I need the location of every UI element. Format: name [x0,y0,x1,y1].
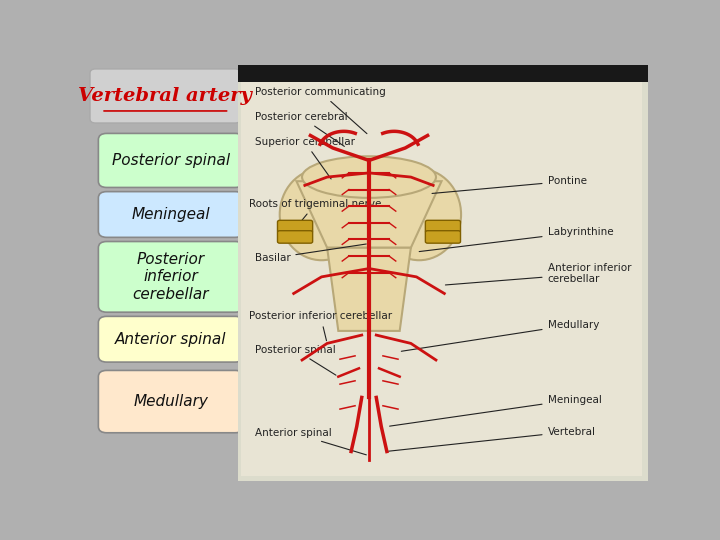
Text: Anterior inferior
cerebellar: Anterior inferior cerebellar [446,263,631,285]
FancyBboxPatch shape [99,316,243,362]
Text: Anterior spinal: Anterior spinal [255,428,366,455]
Text: Basilar: Basilar [255,244,366,263]
Polygon shape [327,248,411,331]
Polygon shape [297,181,441,248]
Text: Medullary: Medullary [401,320,599,352]
FancyBboxPatch shape [238,65,648,481]
FancyBboxPatch shape [99,133,243,187]
Text: Posterior communicating: Posterior communicating [255,87,385,133]
Text: Posterior spinal: Posterior spinal [112,153,230,168]
Ellipse shape [377,168,461,260]
Ellipse shape [279,168,364,260]
Ellipse shape [302,156,436,198]
FancyBboxPatch shape [426,220,461,233]
Text: Pontine: Pontine [432,176,587,193]
FancyBboxPatch shape [99,192,243,238]
Text: Posterior cerebral: Posterior cerebral [255,112,347,146]
Text: Vertebral: Vertebral [389,427,595,451]
Text: Posterior inferior cerebellar: Posterior inferior cerebellar [249,312,392,341]
Text: Posterior
inferior
cerebellar: Posterior inferior cerebellar [132,252,210,302]
Text: Meningeal: Meningeal [132,207,210,222]
FancyBboxPatch shape [426,231,461,243]
Text: Anterior spinal: Anterior spinal [115,332,227,347]
FancyBboxPatch shape [90,69,240,123]
Text: Superior cerebellar: Superior cerebellar [255,137,355,179]
FancyBboxPatch shape [277,220,312,233]
Text: Meningeal: Meningeal [390,395,601,426]
Text: Vertebral artery: Vertebral artery [78,87,252,105]
Text: Labyrinthine: Labyrinthine [419,227,613,252]
FancyBboxPatch shape [99,370,243,433]
Text: Roots of trigeminal nerve: Roots of trigeminal nerve [249,199,382,225]
Text: Medullary: Medullary [133,394,208,409]
FancyBboxPatch shape [240,73,642,476]
FancyBboxPatch shape [238,65,648,82]
FancyBboxPatch shape [277,231,312,243]
Text: Posterior spinal: Posterior spinal [255,345,336,375]
FancyBboxPatch shape [99,241,243,312]
